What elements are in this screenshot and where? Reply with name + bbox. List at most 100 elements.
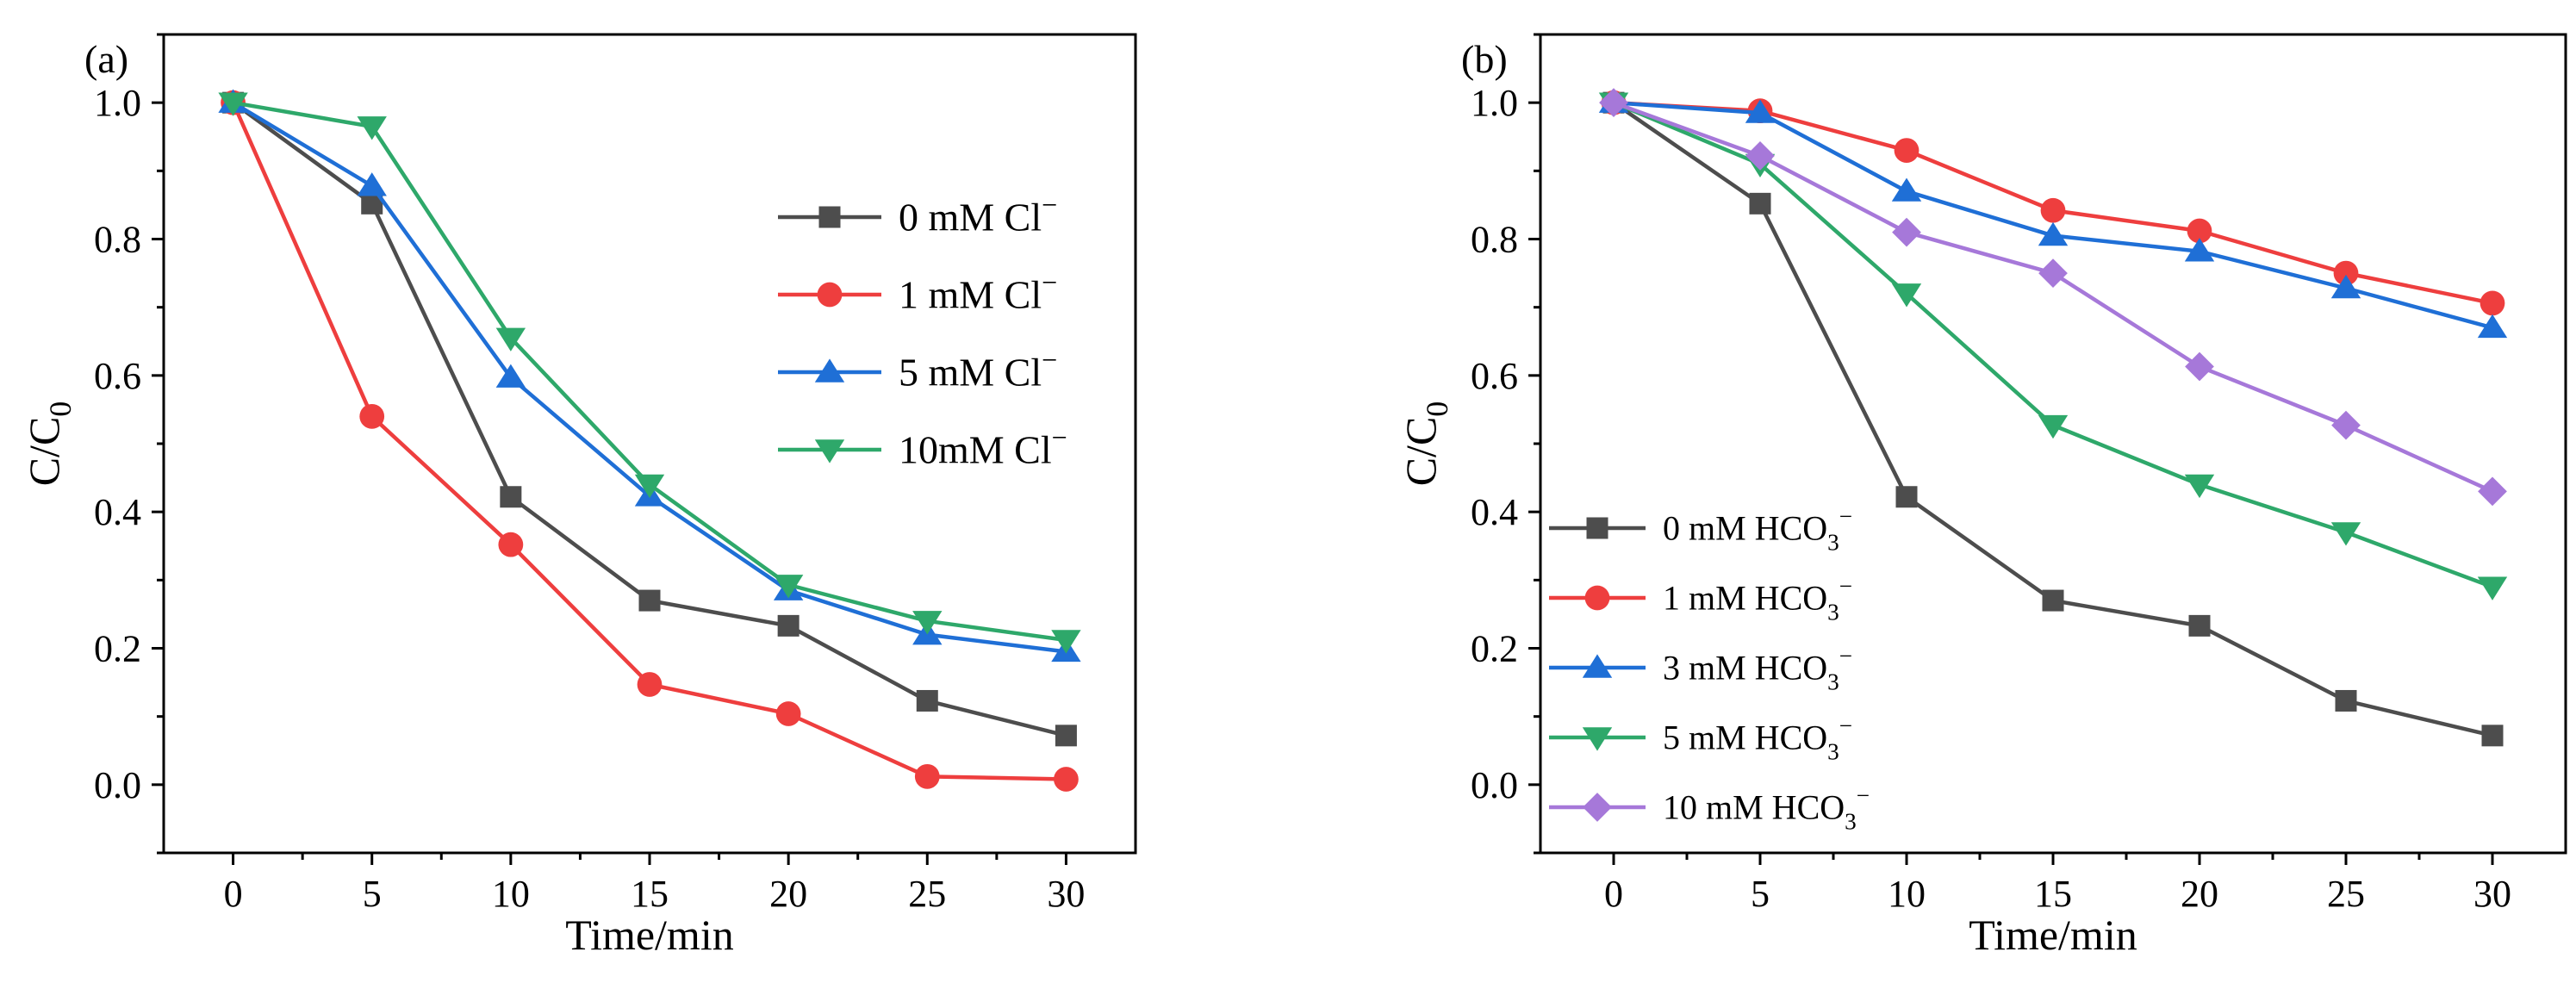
- legend-label: 0 mM HCO3−: [1663, 504, 1852, 556]
- data-point: [2477, 576, 2508, 600]
- data-point: [2184, 474, 2215, 499]
- data-point: [1749, 192, 1771, 215]
- x-tick-label: 20: [2181, 873, 2218, 915]
- legend-marker: [1586, 517, 1608, 539]
- data-point: [2185, 351, 2214, 382]
- data-point: [2331, 410, 2361, 440]
- series-0: [222, 91, 1077, 747]
- legend: 0 mM HCO3− 1 mM HCO3− 3 mM HCO3− 5 mM HCO3−…: [1549, 504, 1870, 835]
- data-point: [2042, 589, 2064, 612]
- y-tick-label: 0.6: [94, 355, 141, 397]
- y-tick-label: 0.4: [94, 491, 141, 533]
- data-point: [218, 92, 248, 116]
- data-point: [498, 532, 524, 557]
- data-point: [1894, 138, 1920, 163]
- data-point: [1745, 99, 1776, 123]
- data-point: [2038, 258, 2068, 288]
- x-tick-label: 5: [1751, 873, 1770, 915]
- panel-a-chart: 0 5 10 15 20 25 30 0.0 0.2 0.4 0.6 0.8 1.0 Time/min C/…: [20, 33, 1137, 959]
- data-point: [634, 474, 665, 499]
- data-point: [2481, 725, 2504, 747]
- x-tick-label: 30: [1047, 873, 1085, 915]
- x-tick-label: 25: [908, 873, 946, 915]
- y-tick-label: 0.4: [1471, 491, 1518, 533]
- data-point: [1892, 217, 1921, 247]
- y-tick-label: 0.8: [94, 219, 141, 261]
- panel-b-chart: 0 5 10 15 20 25 30 0.0 0.2 0.4 0.6 0.8 1.0 Time/min C/…: [1397, 33, 2567, 959]
- data-point: [1895, 486, 1918, 508]
- legend-label: 1 mM Cl−: [899, 266, 1057, 316]
- panel-label: (a): [84, 37, 128, 81]
- y-tick-label: 0.0: [1471, 764, 1518, 806]
- data-point: [2188, 614, 2211, 637]
- y-tick-label: 0.0: [94, 764, 141, 806]
- data-point: [2330, 522, 2361, 546]
- x-axis-title: Time/min: [565, 911, 733, 959]
- data-point: [1051, 630, 1081, 654]
- x-tick-label: 5: [363, 873, 382, 915]
- data-point: [2335, 689, 2357, 712]
- y-tick-label: 0.8: [1471, 219, 1518, 261]
- legend: 0 mM Cl− 1 mM Cl− 5 mM Cl− 10mM Cl−: [778, 189, 1067, 472]
- legend-label: 5 mM HCO3−: [1663, 713, 1852, 765]
- data-point: [2333, 260, 2359, 286]
- x-tick-label: 20: [769, 873, 807, 915]
- data-point: [2184, 238, 2215, 262]
- legend-label: 1 mM HCO3−: [1663, 574, 1852, 625]
- x-tick-label: 15: [2034, 873, 2072, 915]
- data-point: [495, 327, 526, 351]
- y-tick-label: 1.0: [1471, 82, 1518, 124]
- x-tick-label: 15: [631, 873, 669, 915]
- y-tick-label: 0.2: [94, 628, 141, 670]
- legend-marker: [817, 282, 843, 308]
- data-point: [2038, 221, 2069, 246]
- data-point: [1599, 88, 1628, 118]
- data-point: [1891, 283, 1922, 308]
- data-point: [500, 486, 522, 508]
- series-3: [218, 92, 1081, 654]
- data-point: [1745, 141, 1775, 171]
- data-point: [2480, 290, 2505, 316]
- data-point: [357, 116, 387, 140]
- legend-marker: [814, 358, 845, 383]
- y-axis-title: C/C0: [1397, 401, 1454, 487]
- legend-marker: [1582, 727, 1613, 751]
- data-point: [2038, 414, 2069, 439]
- x-tick-label: 0: [224, 873, 243, 915]
- legend-marker: [818, 206, 841, 228]
- y-tick-label: 0.6: [1471, 355, 1518, 397]
- data-point: [1054, 767, 1079, 792]
- legend-label: 0 mM Cl−: [899, 189, 1057, 239]
- data-point: [775, 701, 801, 726]
- data-point: [638, 589, 661, 612]
- x-tick-label: 0: [1604, 873, 1623, 915]
- data-point: [2478, 476, 2507, 507]
- legend-marker: [1582, 654, 1613, 678]
- x-tick-label: 10: [492, 873, 530, 915]
- legend-label: 10mM Cl−: [899, 421, 1067, 471]
- data-point: [914, 763, 940, 789]
- y-tick-label: 0.2: [1471, 628, 1518, 670]
- data-point: [1891, 177, 1922, 202]
- legend-label: 10 mM HCO3−: [1663, 783, 1870, 835]
- data-point: [916, 689, 938, 712]
- data-point: [773, 575, 804, 599]
- data-point: [2040, 197, 2066, 223]
- x-axis-title: Time/min: [1969, 911, 2137, 959]
- data-point: [777, 614, 800, 637]
- legend-label: 3 mM HCO3−: [1663, 644, 1852, 695]
- y-tick-label: 1.0: [94, 82, 141, 124]
- series-4: [1599, 88, 2507, 507]
- data-point: [912, 611, 943, 635]
- data-point: [637, 672, 663, 697]
- x-tick-label: 30: [2473, 873, 2511, 915]
- data-point: [2187, 218, 2212, 244]
- data-point: [2477, 314, 2508, 339]
- data-point: [359, 403, 385, 429]
- legend-marker: [1583, 793, 1612, 822]
- legend-marker: [1584, 585, 1610, 611]
- series-1: [221, 90, 1079, 792]
- data-point: [1055, 725, 1077, 747]
- x-tick-label: 10: [1888, 873, 1926, 915]
- x-tick-label: 25: [2327, 873, 2365, 915]
